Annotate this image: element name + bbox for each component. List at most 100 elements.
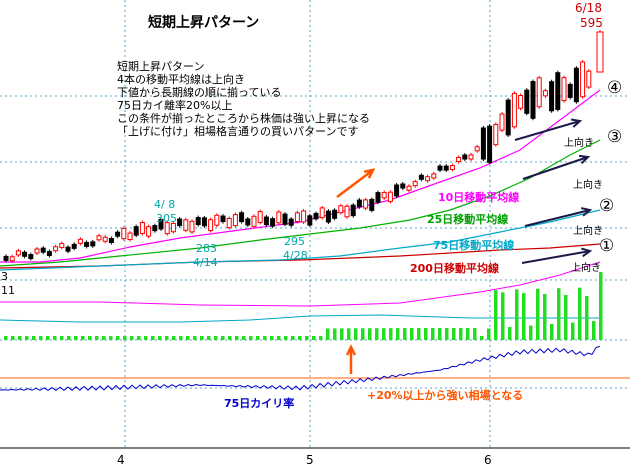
ma25-label: 25日移動平均線 xyxy=(427,212,508,226)
volume-bar-75 xyxy=(529,325,533,340)
up-label-ma10: 上向き xyxy=(564,136,594,149)
volume-bar-20 xyxy=(144,336,148,340)
label-value-295: 295 xyxy=(284,235,305,248)
kairi-series-line xyxy=(0,345,601,391)
candle-body-61 xyxy=(381,192,387,199)
volume-bar-15 xyxy=(109,336,113,340)
candles xyxy=(3,30,604,263)
volume-bar-30 xyxy=(214,336,218,340)
candle-body-3 xyxy=(22,251,28,257)
note-5: この条件が揃ったところから株価は強い上昇になる xyxy=(117,111,370,125)
volume-bar-11 xyxy=(81,336,85,340)
volume-bar-51 xyxy=(361,328,365,340)
candle-body-45 xyxy=(282,213,288,225)
volume-bar-2 xyxy=(18,336,22,340)
candle-body-31 xyxy=(195,217,201,226)
arrow-ma75-shaft xyxy=(524,209,591,227)
candle-body-15 xyxy=(96,235,102,241)
arrow-orange-price-head xyxy=(363,168,376,179)
volume-bar-10 xyxy=(74,336,78,340)
candle-body-30 xyxy=(189,220,195,233)
volume-bar-68 xyxy=(480,336,484,340)
volume-bar-71 xyxy=(501,292,505,340)
candle-body-7 xyxy=(46,250,52,256)
volume-bar-84 xyxy=(592,321,596,340)
candle-body-6 xyxy=(40,247,46,253)
candle-body-70 xyxy=(437,165,443,171)
candle-body-12 xyxy=(77,238,83,244)
volume-bar-79 xyxy=(557,288,561,340)
volume-bar-49 xyxy=(347,328,351,340)
candle-body-91 xyxy=(567,83,573,98)
volume-bar-77 xyxy=(543,294,547,340)
candle-body-32 xyxy=(201,217,207,227)
candle-body-94 xyxy=(586,70,592,88)
volume-bar-69 xyxy=(487,328,491,340)
arrow-ma200-head xyxy=(581,247,593,258)
candle-body-78 xyxy=(487,125,493,163)
candle-body-20 xyxy=(127,232,133,240)
circled-4: ④ xyxy=(607,78,622,98)
candle-body-81 xyxy=(505,99,511,136)
volume-bar-53 xyxy=(375,328,379,340)
volume-bar-0 xyxy=(4,336,8,340)
volume-bar-9 xyxy=(67,336,71,340)
volume-bar-14 xyxy=(102,336,106,340)
kairi-note: +20%以上から強い相場となる xyxy=(367,388,523,402)
candle-body-0 xyxy=(3,255,9,261)
candle-body-36 xyxy=(226,217,232,229)
volume-bar-76 xyxy=(536,288,540,340)
note-1: 短期上昇パターン xyxy=(117,59,204,73)
candle-body-47 xyxy=(294,212,300,222)
band-lower xyxy=(0,314,600,323)
volume-bar-63 xyxy=(445,328,449,340)
x-tick-4: 4 xyxy=(117,453,125,467)
candle-body-22 xyxy=(139,221,145,234)
volume-bar-80 xyxy=(564,294,568,340)
circled-1: ① xyxy=(599,236,614,256)
left-label-3: 3 xyxy=(1,270,8,283)
volume-bars xyxy=(4,272,603,340)
volume-bar-36 xyxy=(256,336,260,340)
volume-bar-65 xyxy=(459,328,463,340)
candle-body-48 xyxy=(301,210,307,223)
candle-body-92 xyxy=(573,67,579,103)
volume-bar-32 xyxy=(228,336,232,340)
candle-body-65 xyxy=(406,185,412,191)
candle-body-68 xyxy=(425,176,431,182)
candle-body-51 xyxy=(319,207,325,219)
kairi-line xyxy=(0,345,601,391)
candle-body-24 xyxy=(152,225,158,232)
x-axis: 4 5 6 xyxy=(117,453,492,467)
candle-body-4 xyxy=(28,254,34,260)
ma25-line xyxy=(0,139,601,267)
volume-bar-33 xyxy=(235,336,239,340)
candle-body-73 xyxy=(456,157,462,163)
arrow-orange-price-shaft xyxy=(336,169,374,198)
candle-body-88 xyxy=(549,81,555,112)
candle-body-16 xyxy=(102,236,108,242)
volume-bar-58 xyxy=(410,328,414,340)
candle-body-84 xyxy=(524,89,530,114)
candle-body-9 xyxy=(59,242,65,248)
up-labels: 上向き 上向き 上向き 上向き xyxy=(564,136,603,274)
volume-bar-21 xyxy=(151,336,155,340)
candle-body-60 xyxy=(375,192,381,203)
x-tick-5: 5 xyxy=(306,453,314,467)
volume-bar-46 xyxy=(326,328,330,340)
candle-body-75 xyxy=(468,154,474,160)
candle-body-1 xyxy=(9,256,15,262)
label-value-305: 305 xyxy=(156,212,177,225)
candle-body-63 xyxy=(394,184,400,197)
volume-bar-29 xyxy=(207,336,211,340)
candle-body-90 xyxy=(561,77,567,102)
price-labels: 4/ 8 305 283 4/14 295 4/28 6/18 595 xyxy=(154,1,603,269)
volume-bar-81 xyxy=(571,322,575,340)
candle-body-79 xyxy=(493,123,499,146)
arrow-ma10-shaft xyxy=(514,120,581,141)
candle-body-72 xyxy=(449,165,455,171)
candle-body-43 xyxy=(270,218,276,227)
volume-bar-74 xyxy=(522,293,526,340)
volume-bar-34 xyxy=(242,336,246,340)
candle-body-76 xyxy=(474,146,480,152)
